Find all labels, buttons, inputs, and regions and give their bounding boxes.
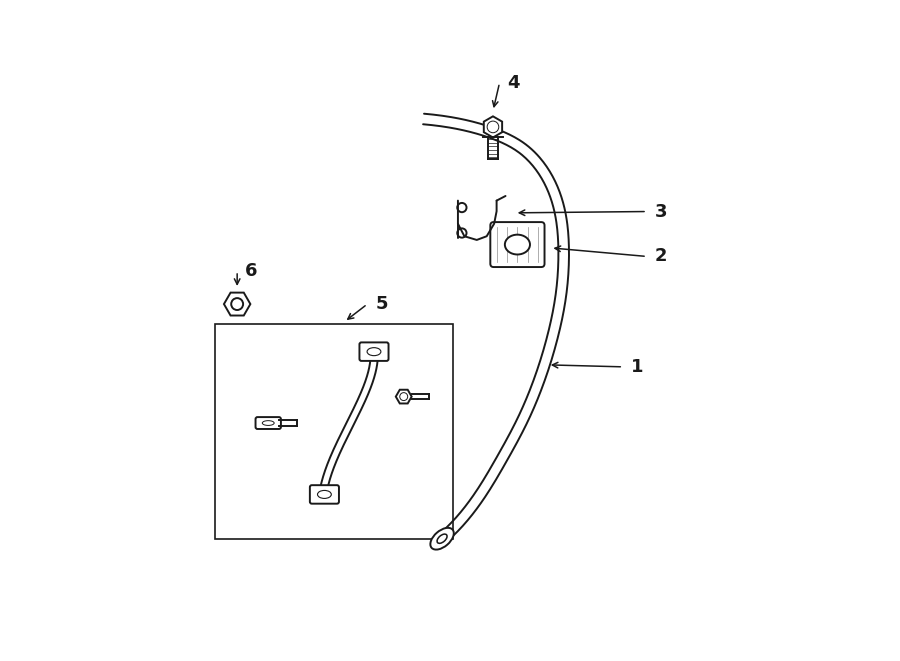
Bar <box>215 324 454 539</box>
FancyBboxPatch shape <box>256 417 281 429</box>
Text: 6: 6 <box>245 262 257 280</box>
Ellipse shape <box>430 528 454 549</box>
Text: 2: 2 <box>655 247 668 266</box>
Ellipse shape <box>505 235 530 254</box>
Polygon shape <box>484 116 502 137</box>
FancyBboxPatch shape <box>310 485 339 504</box>
Polygon shape <box>224 293 250 315</box>
Text: 4: 4 <box>508 73 520 92</box>
Polygon shape <box>396 390 411 403</box>
Text: 1: 1 <box>631 358 644 376</box>
Text: 5: 5 <box>375 295 388 313</box>
FancyBboxPatch shape <box>491 222 544 267</box>
FancyBboxPatch shape <box>359 342 389 361</box>
Text: 3: 3 <box>655 202 668 221</box>
